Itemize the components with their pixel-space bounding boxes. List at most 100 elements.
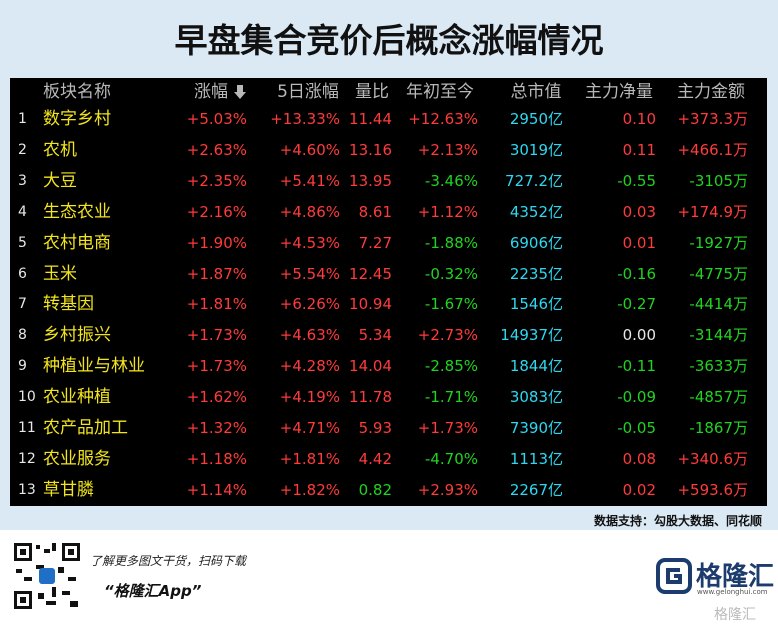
value-cell: 1844亿 bbox=[509, 357, 563, 376]
sector-name: 农机 bbox=[43, 139, 77, 160]
sector-name: 农业种植 bbox=[43, 387, 111, 408]
value-cell: +466.1万 bbox=[677, 140, 748, 159]
value-cell: -3633万 bbox=[689, 357, 748, 376]
value-cell: +13.33% bbox=[270, 110, 340, 128]
value-cell: 0.82 bbox=[358, 480, 392, 499]
value-cell: -1.71% bbox=[424, 388, 478, 407]
value-cell: +12.63% bbox=[408, 110, 478, 128]
value-cell: +1.12% bbox=[417, 202, 478, 221]
value-cell: +593.6万 bbox=[677, 480, 748, 499]
value-cell: 1113亿 bbox=[509, 449, 563, 468]
value-cell: 0.00 bbox=[622, 326, 656, 345]
value-cell: 5.93 bbox=[358, 419, 392, 437]
value-cell: +4.28% bbox=[279, 357, 340, 376]
value-cell: +5.03% bbox=[186, 110, 247, 128]
sector-name: 农产品加工 bbox=[43, 418, 128, 438]
value-cell: -0.09 bbox=[617, 388, 656, 407]
row-index: 8 bbox=[18, 327, 27, 344]
value-cell: +1.32% bbox=[186, 419, 247, 437]
value-cell: +1.81% bbox=[186, 295, 247, 314]
qr-code bbox=[12, 541, 82, 611]
value-cell: +340.6万 bbox=[677, 449, 748, 468]
row-index: 1 bbox=[18, 111, 27, 127]
value-cell: +1.14% bbox=[186, 480, 247, 499]
value-cell: +174.9万 bbox=[677, 202, 748, 221]
sector-name: 数字乡村 bbox=[43, 109, 111, 129]
value-cell: 7.27 bbox=[358, 233, 392, 252]
value-cell: 3019亿 bbox=[509, 140, 563, 159]
promo-band: 了解更多图文干货，扫码下载 “格隆汇App” 格隆汇 www.gelonghui… bbox=[0, 530, 778, 629]
value-cell: 7390亿 bbox=[509, 419, 563, 437]
value-cell: -1.67% bbox=[424, 295, 478, 314]
header-cell: 涨幅 bbox=[194, 82, 228, 102]
value-cell: 13.16 bbox=[349, 140, 392, 159]
row-index: 4 bbox=[18, 203, 27, 220]
value-cell: 4.42 bbox=[358, 449, 392, 468]
row-index: 2 bbox=[18, 141, 27, 158]
value-cell: +4.71% bbox=[279, 419, 340, 437]
value-cell: -1867万 bbox=[689, 419, 748, 437]
sector-name: 大豆 bbox=[43, 170, 77, 191]
header-cell: 年初至今 bbox=[406, 82, 474, 102]
row-index: 3 bbox=[18, 172, 27, 189]
value-cell: +1.73% bbox=[186, 357, 247, 376]
value-cell: +1.87% bbox=[186, 264, 247, 283]
value-cell: +1.82% bbox=[279, 480, 340, 499]
title: 早盘集合竞价后概念涨幅情况 bbox=[174, 21, 604, 60]
value-cell: +1.73% bbox=[417, 419, 478, 437]
value-cell: -1.88% bbox=[424, 233, 478, 252]
value-cell: -4775万 bbox=[689, 264, 748, 283]
value-cell: 14937亿 bbox=[500, 326, 563, 345]
value-cell: 727.2亿 bbox=[505, 171, 563, 190]
value-cell: 2950亿 bbox=[509, 110, 563, 128]
value-cell: 2267亿 bbox=[509, 480, 563, 499]
header-cell: 量比 bbox=[355, 82, 389, 102]
value-cell: 12.45 bbox=[349, 264, 392, 283]
header-cell: 板块名称 bbox=[43, 82, 111, 102]
watermark: 格隆汇 bbox=[714, 607, 756, 623]
logo-icon bbox=[656, 558, 692, 594]
value-cell: 5.34 bbox=[358, 326, 392, 345]
sector-name: 转基因 bbox=[43, 294, 94, 315]
value-cell: 0.01 bbox=[622, 233, 656, 252]
row-index: 13 bbox=[18, 481, 36, 498]
value-cell: 11.44 bbox=[349, 110, 392, 128]
value-cell: 4352亿 bbox=[509, 202, 563, 221]
value-cell: +2.93% bbox=[417, 480, 478, 499]
value-cell: +4.63% bbox=[279, 326, 340, 345]
value-cell: -4857万 bbox=[689, 388, 748, 407]
value-cell: +1.18% bbox=[186, 449, 247, 468]
value-cell: +1.73% bbox=[186, 326, 247, 345]
value-cell: -0.16 bbox=[617, 264, 656, 283]
sector-name: 玉米 bbox=[43, 263, 77, 284]
row-index: 12 bbox=[18, 450, 36, 467]
value-cell: -0.05 bbox=[617, 419, 656, 437]
row-index: 6 bbox=[18, 265, 27, 282]
header-cell: 主力金额 bbox=[677, 82, 745, 102]
value-cell: 14.04 bbox=[349, 357, 392, 376]
value-cell: 0.11 bbox=[622, 140, 656, 159]
value-cell: -0.11 bbox=[617, 357, 656, 376]
value-cell: -3.46% bbox=[424, 171, 478, 190]
header-cell: 总市值 bbox=[510, 82, 562, 102]
value-cell: +373.3万 bbox=[677, 110, 748, 128]
value-cell: -4414万 bbox=[689, 295, 748, 314]
promo-text: 了解更多图文干货，扫码下载 bbox=[90, 554, 247, 568]
logo-text: 格隆汇 bbox=[696, 562, 775, 592]
row-index: 11 bbox=[18, 420, 36, 436]
value-cell: -0.27 bbox=[617, 295, 656, 314]
value-cell: +2.16% bbox=[186, 202, 247, 221]
value-cell: +6.26% bbox=[279, 295, 340, 314]
value-cell: +2.35% bbox=[186, 171, 247, 190]
sector-name: 生态农业 bbox=[43, 201, 111, 222]
row-index: 10 bbox=[18, 389, 36, 406]
value-cell: +1.81% bbox=[279, 449, 340, 468]
sector-name: 农村电商 bbox=[43, 232, 111, 253]
value-cell: 10.94 bbox=[349, 295, 392, 314]
value-cell: 0.10 bbox=[622, 110, 656, 128]
sector-name: 草甘膦 bbox=[43, 479, 94, 500]
value-cell: +2.73% bbox=[417, 326, 478, 345]
value-cell: -0.32% bbox=[424, 264, 478, 283]
value-cell: -0.55 bbox=[617, 171, 656, 190]
